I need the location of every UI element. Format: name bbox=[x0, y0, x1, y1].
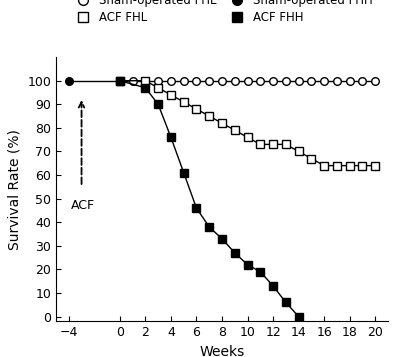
Text: ACF: ACF bbox=[71, 198, 96, 212]
Y-axis label: Survival Rate (%): Survival Rate (%) bbox=[8, 129, 22, 250]
Legend: Sham-operated FHL, ACF FHL, Sham-operated FHH, ACF FHH: Sham-operated FHL, ACF FHL, Sham-operate… bbox=[72, 0, 372, 24]
X-axis label: Weeks: Weeks bbox=[199, 345, 245, 357]
